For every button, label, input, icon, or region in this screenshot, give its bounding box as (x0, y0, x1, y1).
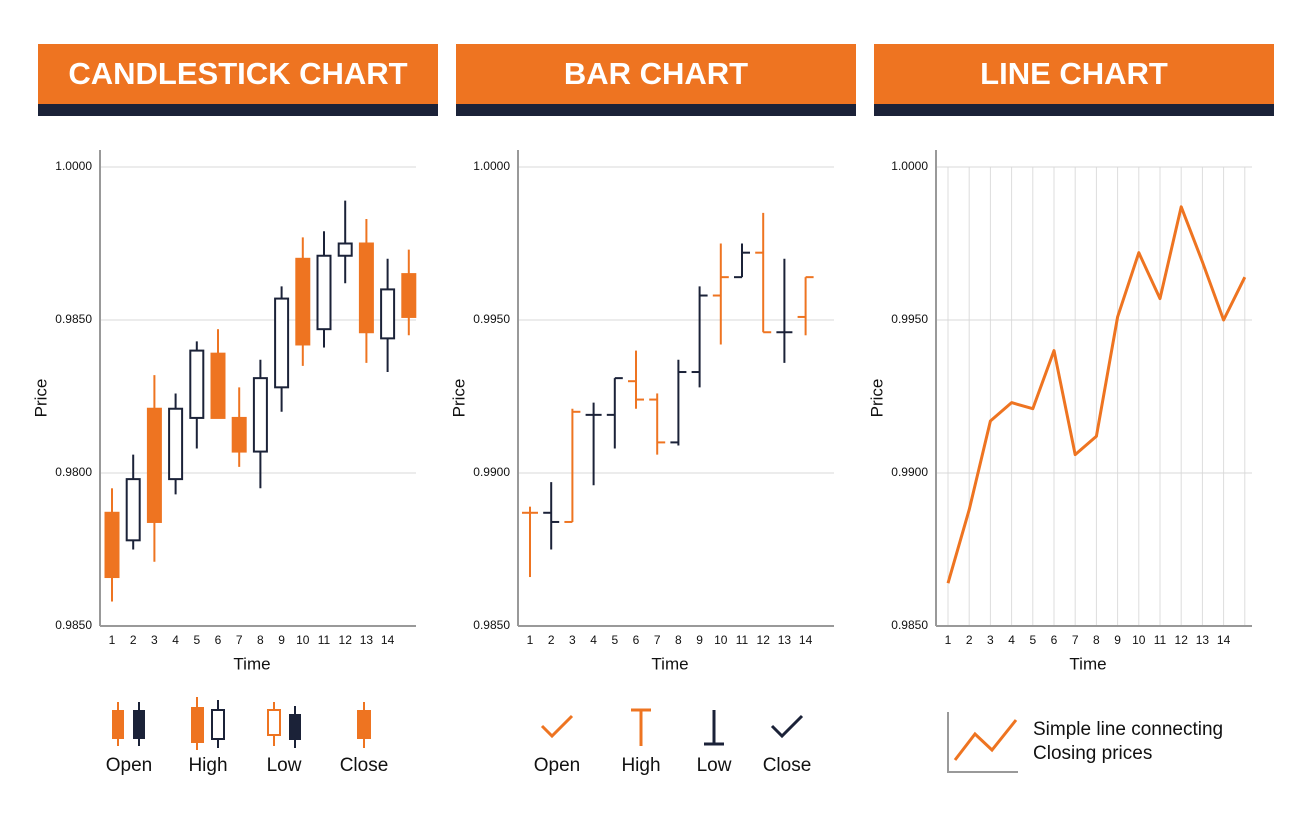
legend-label: Open (534, 755, 580, 776)
x-tick-label: 7 (1072, 633, 1079, 647)
x-tick-label: 6 (633, 633, 640, 647)
x-tick-label: 13 (778, 633, 792, 647)
x-tick-label: 8 (1093, 633, 1100, 647)
chart-title: BAR CHART (564, 56, 748, 91)
x-axis-label: Time (651, 654, 688, 673)
y-tick-label: 0.9900 (473, 465, 510, 479)
x-tick-label: 8 (257, 633, 264, 647)
x-tick-label: 5 (611, 633, 618, 647)
header-strip (456, 104, 856, 116)
x-tick-label: 11 (1154, 633, 1167, 647)
x-tick-label: 9 (278, 633, 285, 647)
x-tick-label: 2 (130, 633, 137, 647)
x-tick-label: 10 (296, 633, 310, 647)
candle-body (380, 288, 396, 340)
y-tick-label: 0.9850 (891, 618, 928, 632)
bar-legend-icons (540, 708, 804, 746)
y-tick-label: 0.9850 (55, 312, 92, 326)
candle-body (358, 242, 374, 334)
y-tick-label: 0.9900 (891, 465, 928, 479)
x-tick-label: 2 (966, 633, 973, 647)
x-tick-label: 1 (945, 633, 952, 647)
y-tick-label: 0.9950 (473, 312, 510, 326)
legend-label: Open (106, 755, 152, 776)
annotation: Closing prices (1033, 743, 1152, 764)
header-strip (874, 104, 1274, 116)
legend-label: Low (267, 755, 302, 776)
x-tick-label: 11 (736, 633, 749, 647)
x-tick-label: 5 (193, 633, 200, 647)
candle-body (189, 349, 205, 419)
x-tick-label: 11 (318, 633, 331, 647)
x-tick-label: 10 (714, 633, 728, 647)
x-tick-label: 1 (109, 633, 116, 647)
candle-body (274, 297, 290, 389)
y-tick-label: 1.0000 (473, 159, 510, 173)
candle-body (252, 377, 268, 453)
y-tick-label: 0.9800 (55, 465, 92, 479)
candle-body (210, 352, 226, 419)
x-tick-label: 7 (236, 633, 243, 647)
x-tick-label: 3 (987, 633, 994, 647)
candle-body (337, 242, 353, 257)
x-tick-label: 3 (569, 633, 576, 647)
candle-body (316, 254, 332, 331)
y-tick-label: 0.9850 (55, 618, 92, 632)
header-strip (38, 104, 438, 116)
price-line (946, 205, 1247, 584)
x-tick-label: 10 (1132, 633, 1146, 647)
x-tick-label: 14 (799, 633, 813, 647)
x-tick-label: 4 (1008, 633, 1015, 647)
candle-legend-icons (112, 697, 371, 750)
y-axis-label: Price (31, 379, 50, 418)
legend-label: Close (763, 755, 812, 776)
x-tick-label: 9 (696, 633, 703, 647)
x-tick-label: 12 (757, 633, 771, 647)
candle-body (401, 273, 417, 318)
header-band (38, 44, 438, 104)
annotation: Simple line connecting (1033, 719, 1223, 740)
candle-body (125, 478, 141, 542)
legend-label: Close (340, 755, 389, 776)
header-band (874, 44, 1274, 104)
y-axis-label: Price (867, 379, 886, 418)
x-tick-label: 8 (675, 633, 682, 647)
x-tick-label: 4 (172, 633, 179, 647)
legend-label: High (621, 755, 660, 776)
x-tick-label: 13 (1196, 633, 1210, 647)
candle-body (295, 257, 311, 346)
y-tick-label: 0.9850 (473, 618, 510, 632)
x-tick-label: 13 (360, 633, 374, 647)
legend-label: Low (697, 755, 732, 776)
y-tick-label: 1.0000 (891, 159, 928, 173)
x-tick-label: 6 (1051, 633, 1058, 647)
x-tick-label: 12 (339, 633, 353, 647)
header-band (456, 44, 856, 104)
x-tick-label: 14 (381, 633, 395, 647)
line-legend-icon (947, 712, 1018, 773)
y-tick-label: 0.9950 (891, 312, 928, 326)
x-axis-label: Time (233, 654, 270, 673)
x-tick-label: 1 (527, 633, 534, 647)
x-tick-label: 14 (1217, 633, 1231, 647)
x-tick-label: 2 (548, 633, 555, 647)
x-tick-label: 7 (654, 633, 661, 647)
x-tick-label: 4 (590, 633, 597, 647)
legend-label: High (188, 755, 227, 776)
x-tick-label: 9 (1114, 633, 1121, 647)
candle-body (168, 407, 184, 481)
chart-title: CANDLESTICK CHART (68, 56, 407, 91)
chart-title: LINE CHART (980, 56, 1168, 91)
x-tick-label: 3 (151, 633, 158, 647)
y-tick-label: 1.0000 (55, 159, 92, 173)
y-axis-label: Price (449, 379, 468, 418)
x-tick-label: 12 (1175, 633, 1189, 647)
x-tick-label: 6 (215, 633, 222, 647)
candle-body (104, 511, 120, 579)
candle-body (231, 416, 247, 453)
candle-body (146, 407, 162, 523)
x-tick-label: 5 (1029, 633, 1036, 647)
x-axis-label: Time (1069, 654, 1106, 673)
